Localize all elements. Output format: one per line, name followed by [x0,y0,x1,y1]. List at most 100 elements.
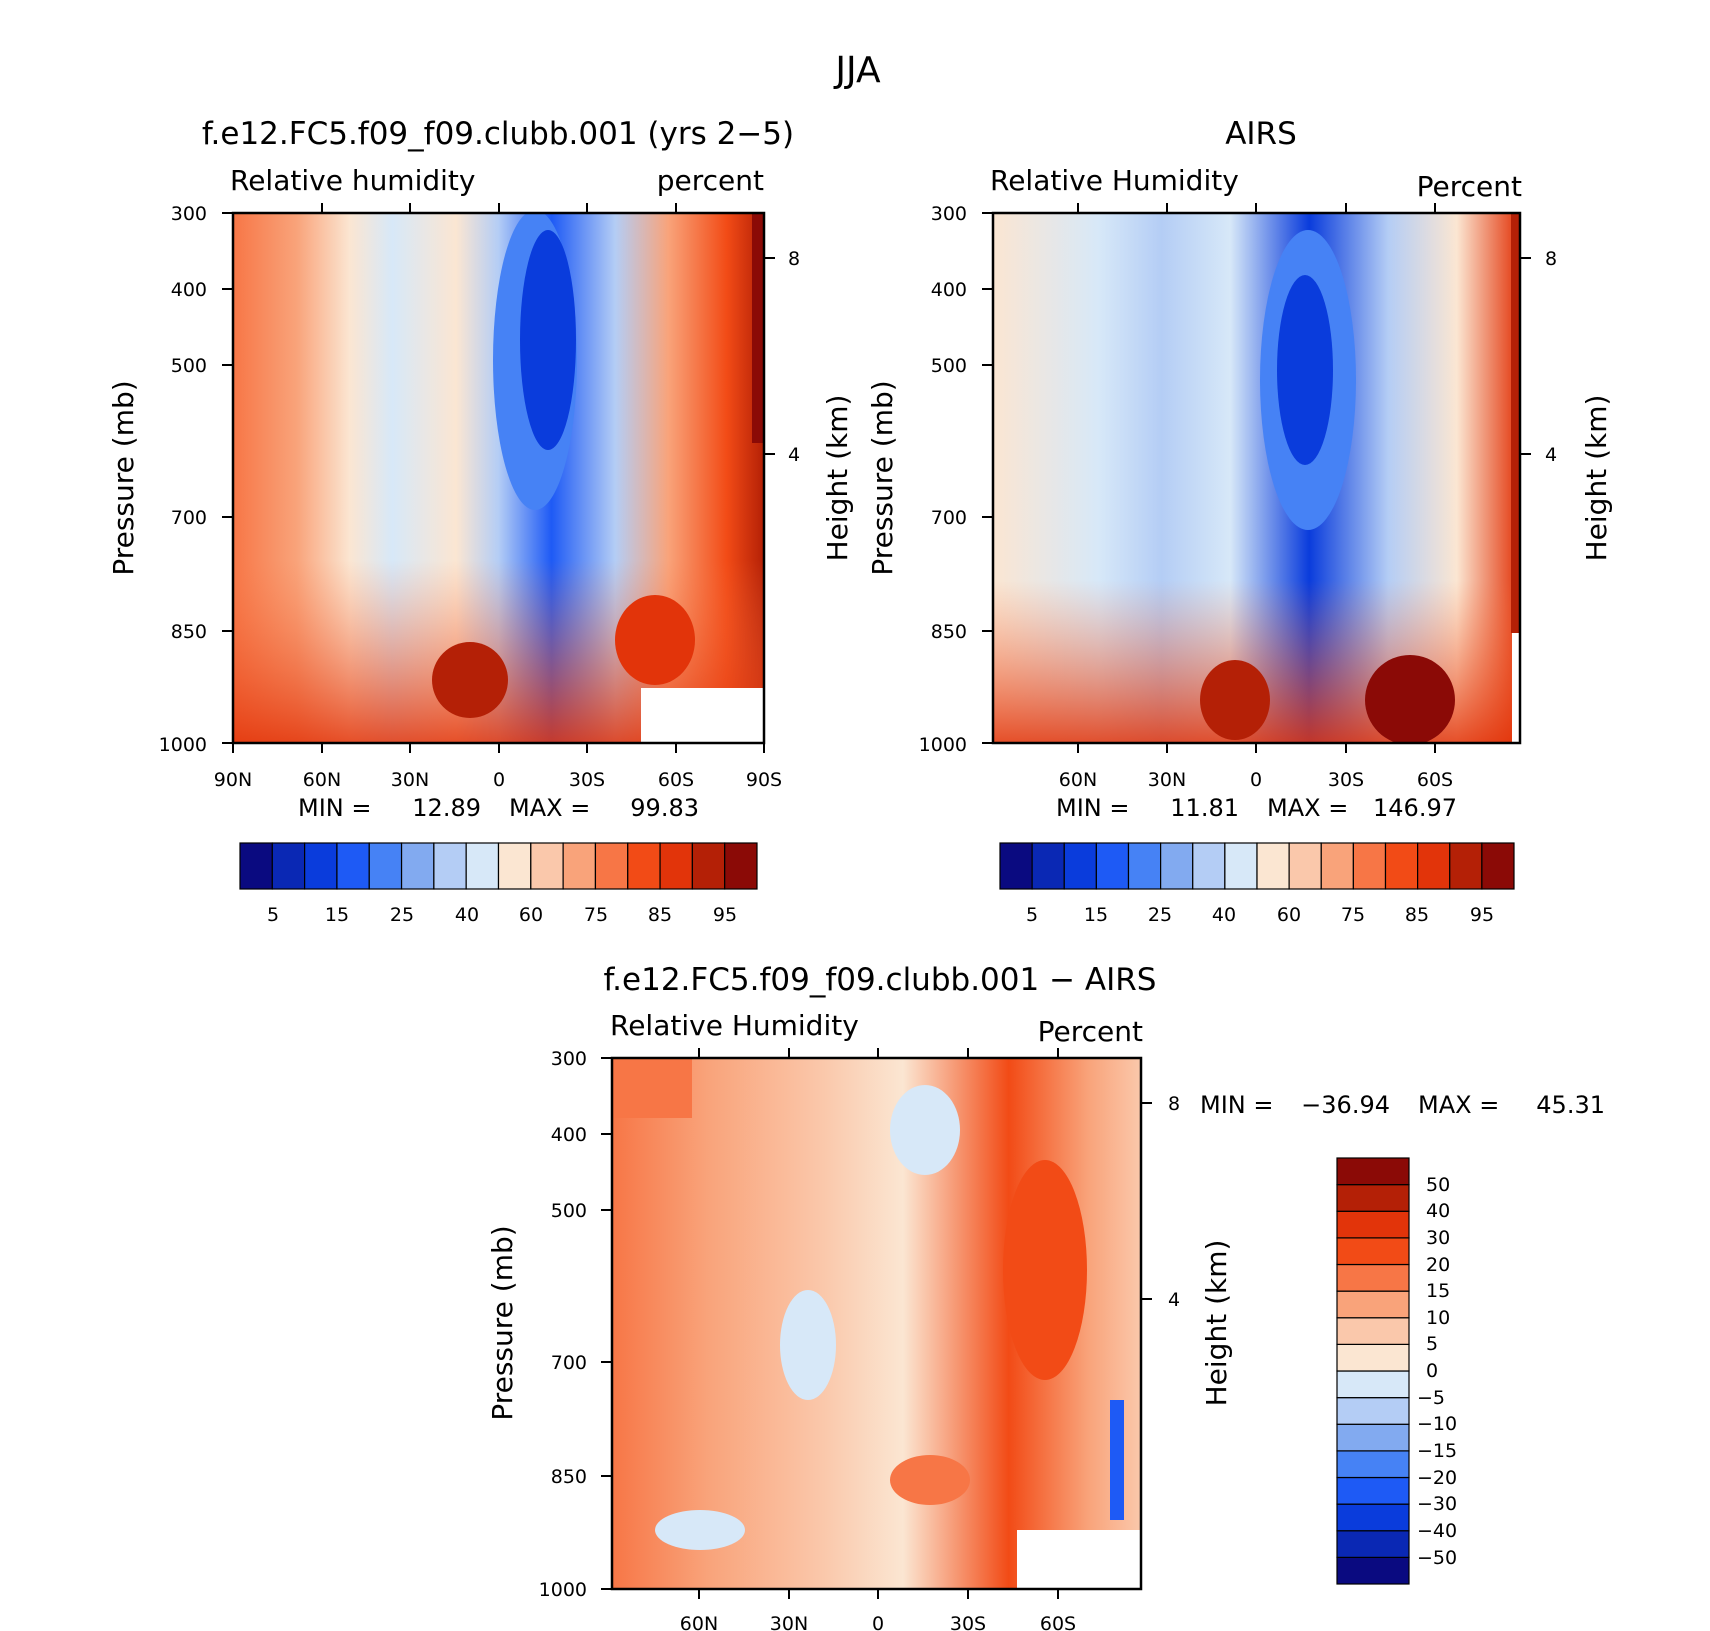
y2-axis-label: Height (km) [1200,1240,1233,1407]
colorbar-label: 60 [519,904,543,926]
y-axis-label: Pressure (mb) [866,380,899,575]
x-tick: 60S [658,769,694,791]
colorbar-swatch [368,842,403,890]
units-label: percent [657,164,764,197]
colorbar-swatch [1352,842,1387,890]
y-tick: 1000 [539,1579,587,1601]
y2-axis-label: Height (km) [821,395,854,562]
colorbar-swatch [530,842,564,890]
y-tick: 850 [171,621,207,643]
y-tick: 400 [931,279,967,301]
x-ticks: 60N 30N 0 30S 60S [1059,769,1453,791]
colorbar-swatch [400,842,435,890]
x-tick: 0 [493,769,505,791]
colorbar-label: −5 [1417,1387,1445,1409]
colorbar-label: −50 [1417,1547,1457,1569]
variable-label: Relative Humidity [610,1009,859,1042]
colorbar-label: −20 [1417,1467,1457,1489]
x-tick: 30S [950,1613,986,1631]
y-axis-label: Pressure (mb) [486,1225,519,1420]
panel-title: f.e12.FC5.f09_f09.clubb.001 − AIRS [604,962,1157,998]
colorbar-label: −10 [1417,1413,1457,1435]
panel-difference: f.e12.FC5.f09_f09.clubb.001 − AIRS Relat… [486,962,1605,1631]
min-label: MIN = [1200,1091,1273,1119]
colorbar-swatch [1336,1184,1410,1212]
min-value: −36.94 [1301,1091,1390,1119]
colorbar-swatch [1449,842,1483,890]
x-tick: 60N [1059,769,1097,791]
colorbar-swatch [1320,842,1354,890]
colorbar-swatch [1336,1290,1410,1319]
max-label: MAX = [509,794,590,822]
colorbar-swatch [1256,842,1290,890]
colorbar-label: 15 [325,904,349,926]
y-ticks: 300 400 500 700 850 1000 [159,203,207,756]
colorbar-swatch [1095,842,1130,890]
colorbar-swatch [465,842,500,890]
y2-tick: 4 [1168,1289,1180,1311]
contour-field [612,1058,1141,1589]
x-tick: 90N [214,769,252,791]
colorbar-swatch [1336,1450,1410,1479]
y2-tick: 4 [1545,444,1557,466]
colorbar-label: 60 [1277,904,1301,926]
x-tick: 60S [1417,769,1453,791]
colorbar-swatch [1336,1370,1410,1399]
colorbar-swatch [1063,842,1097,890]
units-label: Percent [1038,1015,1143,1048]
y-tick: 1000 [919,734,967,756]
colorbar-swatch [1336,1343,1410,1372]
panel-title: AIRS [1225,116,1297,152]
x-tick: 30N [391,769,429,791]
colorbar-swatch [1160,842,1194,890]
colorbar-label: 5 [1026,904,1038,926]
colorbar-swatch [1336,1210,1410,1239]
x-tick: 30S [569,769,605,791]
colorbar: 5 15 25 40 60 75 85 95 [239,842,758,926]
panel-airs: AIRS Relative Humidity Percent 300 400 5… [866,116,1613,926]
colorbar-label: 10 [1426,1307,1450,1329]
y2-tick: 8 [1168,1093,1180,1115]
colorbar-label: −30 [1417,1493,1457,1515]
colorbar-swatch [1336,1476,1410,1505]
y-tick: 400 [551,1124,587,1146]
colorbar-swatch [627,842,661,890]
colorbar-swatch [659,842,693,890]
colorbar-swatch [1192,842,1226,890]
colorbar-swatch [1224,842,1258,890]
colorbar-swatch [271,842,306,890]
y-tick: 700 [171,507,207,529]
colorbar-swatch [304,842,338,890]
colorbar-swatch [1336,1423,1410,1452]
colorbar-swatch [1031,842,1065,890]
colorbar-label: 25 [1148,904,1172,926]
colorbar-swatch [1481,842,1515,890]
colorbar-swatch [594,842,629,890]
x-tick: 60N [680,1613,718,1631]
y2-tick: 8 [1545,248,1557,270]
colorbar-label: −15 [1417,1440,1457,1462]
colorbar-label: 15 [1426,1280,1450,1302]
x-tick: 60S [1040,1613,1076,1631]
x-tick: 0 [1250,769,1262,791]
max-value: 146.97 [1373,794,1457,822]
panel-title: f.e12.FC5.f09_f09.clubb.001 (yrs 2−5) [202,116,794,152]
colorbar-swatch [433,842,467,890]
panel-model: f.e12.FC5.f09_f09.clubb.001 (yrs 2−5) Re… [107,116,854,926]
y-tick: 850 [551,1466,587,1488]
min-label: MIN = [298,794,371,822]
y-ticks: 300 400 500 700 850 1000 [919,203,967,756]
colorbar-label: 20 [1426,1254,1450,1276]
colorbar-swatch [239,842,273,890]
x-tick: 30N [1148,769,1186,791]
colorbar-swatch [724,842,758,890]
colorbar-swatch [999,842,1033,890]
units-label: Percent [1417,170,1522,203]
x-ticks: 90N 60N 30N 0 30S 60S 90S [214,769,782,791]
colorbar-swatch [497,842,532,890]
min-max: MIN = −36.94 MAX = 45.31 [1200,1091,1605,1119]
x-tick: 90S [746,769,782,791]
figure-title: JJA [833,50,881,91]
colorbar-label: 0 [1426,1360,1438,1382]
